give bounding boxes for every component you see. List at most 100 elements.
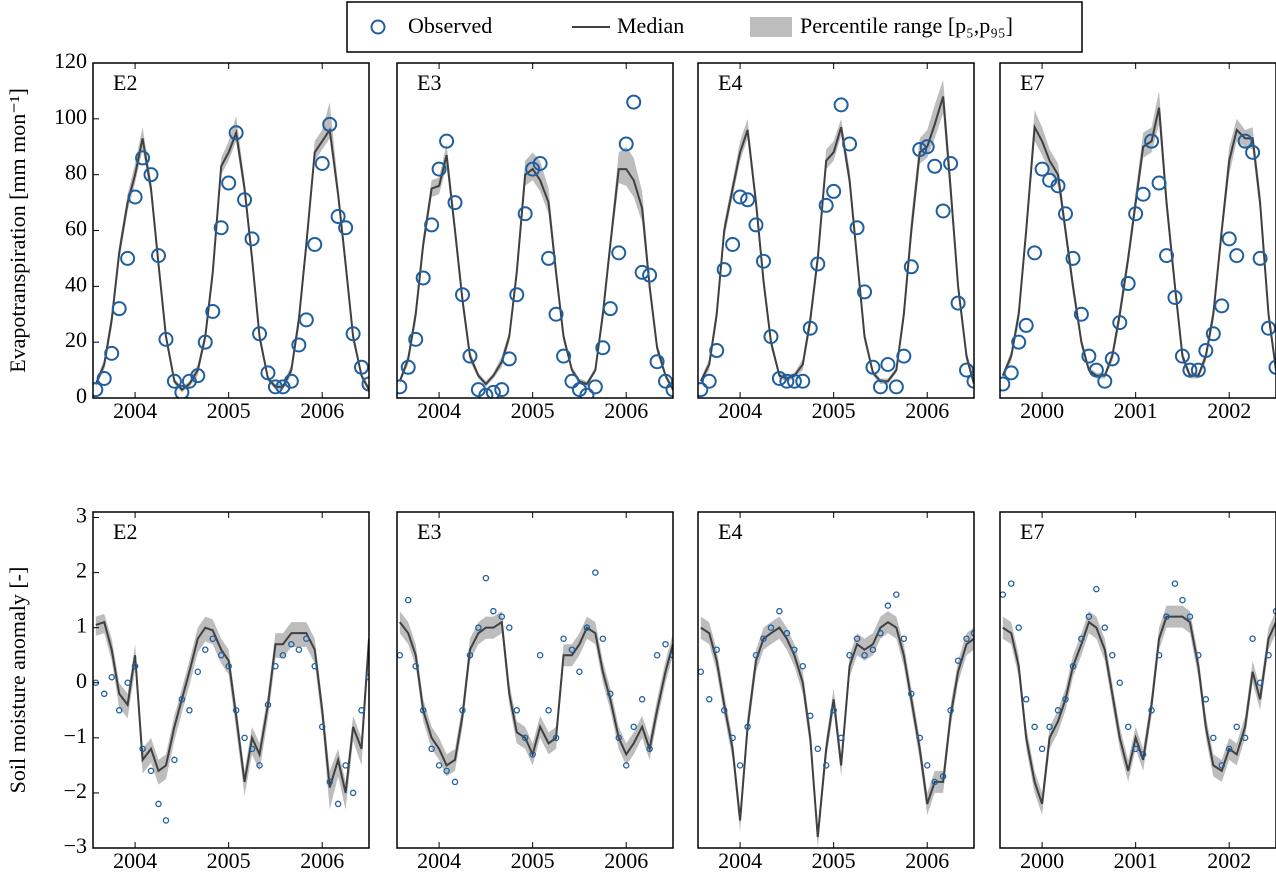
observed-point — [217, 651, 225, 659]
observed-point — [1097, 373, 1113, 389]
observed-point — [345, 326, 361, 342]
observed-point — [1186, 613, 1194, 620]
observed-point — [124, 679, 131, 687]
observed-point — [260, 365, 276, 381]
observed-point — [202, 646, 209, 653]
observed-point — [186, 707, 193, 714]
observed-point — [779, 373, 795, 389]
observed-point — [155, 800, 162, 808]
observed-point — [1104, 351, 1120, 367]
observed-point — [658, 373, 673, 389]
observed-point — [638, 696, 646, 703]
observed-point — [755, 253, 771, 269]
x-tick-label: 2004 — [718, 848, 762, 873]
observed-point — [935, 203, 951, 219]
observed-point — [158, 331, 174, 347]
observed-point — [630, 723, 637, 731]
observed-point — [662, 640, 669, 648]
observed-point — [1261, 320, 1276, 336]
y-axis-label: Evapotranspiration [mm mon⁻¹] — [5, 88, 30, 373]
observed-point — [517, 206, 533, 222]
observed-point — [1011, 334, 1027, 350]
observed-point — [318, 723, 326, 731]
plot-area — [397, 569, 673, 786]
percentile-band — [95, 102, 369, 393]
observed-point — [1050, 178, 1066, 194]
plot-area — [397, 94, 673, 398]
observed-point — [108, 673, 115, 681]
y-tick-label: 80 — [65, 160, 87, 185]
median-line — [1001, 107, 1276, 377]
observed-point — [795, 373, 811, 389]
y-tick-label: 0 — [76, 383, 87, 408]
observed-point — [439, 133, 455, 149]
observed-point — [264, 701, 272, 709]
observed-point — [1237, 133, 1253, 149]
observed-point — [354, 359, 369, 375]
observed-point — [783, 629, 791, 637]
observed-point — [338, 220, 354, 236]
observed-point — [334, 800, 342, 808]
observed-point — [330, 209, 346, 225]
observed-point — [1088, 362, 1104, 378]
legend-range-patch — [750, 17, 792, 37]
observed-point — [1210, 734, 1217, 742]
observed-point — [232, 707, 240, 714]
x-tick-label: 2006 — [300, 398, 344, 423]
observed-point — [1229, 248, 1245, 264]
observed-point — [451, 778, 459, 786]
panel-frame — [396, 511, 674, 849]
observed-point — [466, 651, 474, 659]
observed-point — [485, 384, 501, 398]
observed-point — [1128, 206, 1144, 222]
observed-point — [228, 125, 244, 141]
observed-point — [171, 756, 178, 764]
observed-point — [412, 662, 419, 670]
observed-point — [358, 707, 365, 714]
observed-point — [587, 379, 603, 395]
x-tick-label: 2005 — [812, 398, 856, 423]
observed-point — [1195, 651, 1202, 659]
observed-point — [602, 301, 618, 317]
observed-point — [349, 789, 357, 797]
observed-point — [252, 326, 268, 342]
observed-point — [893, 591, 900, 598]
observed-point — [150, 248, 166, 264]
observed-point — [822, 762, 830, 769]
observed-point — [408, 331, 424, 347]
observed-point — [791, 646, 798, 653]
observed-point — [607, 690, 614, 698]
x-tick-label: 2000 — [1020, 398, 1064, 423]
observed-point — [241, 734, 248, 742]
observed-point — [1065, 250, 1081, 266]
observed-point — [1214, 298, 1230, 314]
observed-point — [205, 303, 221, 319]
observed-point — [579, 387, 595, 398]
x-tick-label: 2006 — [300, 848, 344, 873]
observed-point — [1221, 231, 1237, 247]
observed-point — [1018, 317, 1034, 333]
observed-point — [272, 662, 279, 670]
panel-frame — [92, 511, 370, 849]
observed-point — [833, 97, 849, 113]
panel-title: E2 — [113, 70, 137, 95]
x-tick-label: 2004 — [417, 398, 461, 423]
observed-point — [96, 370, 112, 386]
observed-point — [931, 778, 938, 786]
observed-point — [541, 250, 557, 266]
observed-point — [1252, 250, 1268, 266]
observed-point — [1205, 326, 1221, 342]
observed-point — [799, 662, 807, 670]
observed-point — [295, 646, 303, 653]
observed-point — [1241, 734, 1249, 742]
observed-point — [818, 197, 834, 213]
observed-point — [963, 635, 970, 642]
observed-point — [298, 312, 314, 328]
observed-point — [143, 167, 159, 183]
panel-frame — [999, 62, 1276, 399]
observed-point — [498, 613, 506, 620]
observed-point — [1148, 707, 1155, 714]
observed-point — [1198, 343, 1214, 359]
observed-point — [326, 778, 333, 786]
observed-point — [568, 646, 576, 653]
